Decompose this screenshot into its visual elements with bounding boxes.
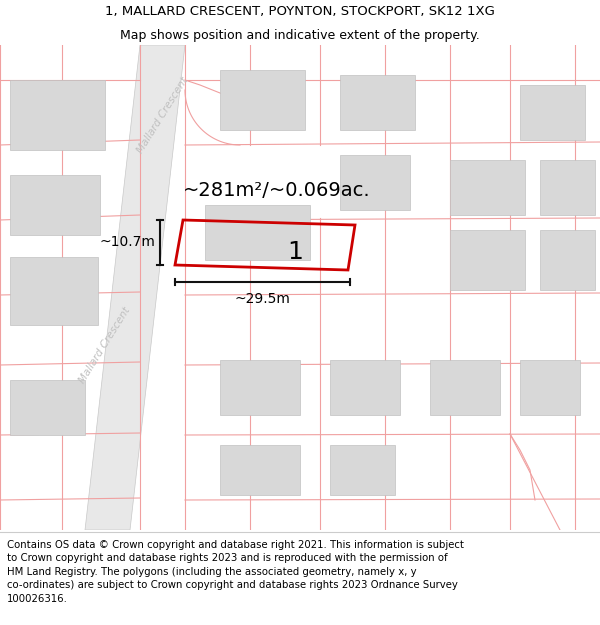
Text: ~29.5m: ~29.5m [235,292,290,306]
Bar [220,445,300,495]
Text: ~281m²/~0.069ac.: ~281m²/~0.069ac. [183,181,371,199]
Bar [540,160,595,215]
Bar [340,75,415,130]
Text: Map shows position and indicative extent of the property.: Map shows position and indicative extent… [120,29,480,42]
Bar [10,175,100,235]
Bar [520,360,580,415]
Text: Mallard Crescent: Mallard Crescent [136,75,190,155]
Text: 1: 1 [287,240,303,264]
Bar [340,155,410,210]
Text: Contains OS data © Crown copyright and database right 2021. This information is : Contains OS data © Crown copyright and d… [7,539,464,604]
Bar [450,230,525,290]
Bar [220,360,300,415]
Bar [430,360,500,415]
Bar [450,160,525,215]
Bar [10,257,98,325]
Bar [220,70,305,130]
Bar [540,230,595,290]
Text: Mallard Crescent: Mallard Crescent [77,305,133,385]
Bar [330,445,395,495]
Text: 1, MALLARD CRESCENT, POYNTON, STOCKPORT, SK12 1XG: 1, MALLARD CRESCENT, POYNTON, STOCKPORT,… [105,5,495,18]
Text: ~10.7m: ~10.7m [99,236,155,249]
Bar [10,380,85,435]
Bar [520,85,585,140]
Bar [10,80,105,150]
Bar [330,360,400,415]
Polygon shape [85,45,185,530]
Bar [205,205,310,260]
